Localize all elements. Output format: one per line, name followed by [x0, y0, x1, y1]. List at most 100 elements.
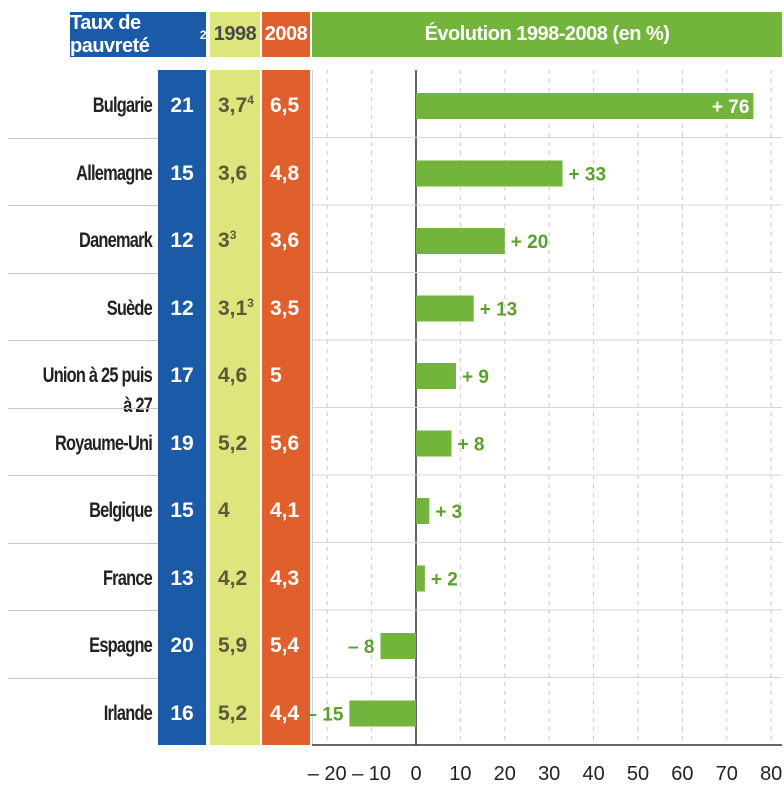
x-tick-label: 80	[760, 763, 782, 785]
x-tick-label: – 10	[352, 763, 391, 785]
bar	[416, 93, 754, 119]
x-tick-label: 70	[716, 763, 738, 785]
x-tick-label: 10	[449, 763, 471, 785]
bar-value-label: + 33	[569, 165, 607, 186]
value-1998: 3	[218, 229, 230, 252]
value-2008: 4,4	[270, 701, 300, 725]
taux-value: 15	[170, 161, 194, 185]
value-2008: 6,5	[270, 94, 300, 117]
row-separator	[8, 677, 158, 679]
value-1998-cell: 33	[210, 226, 260, 256]
bar	[416, 363, 456, 389]
value-1998-cell: 3,13	[210, 294, 260, 324]
value-1998-footnote: 3	[247, 295, 254, 310]
bar	[416, 160, 563, 187]
row-separator	[8, 475, 158, 476]
value-1998-footnote: 3	[229, 228, 237, 242]
value-2008: 3,5	[270, 296, 300, 320]
bar-value-label: + 3	[435, 502, 462, 523]
taux-value: 15	[170, 499, 194, 522]
value-2008: 4,3	[270, 566, 300, 590]
row-separator	[8, 610, 158, 611]
bar	[416, 295, 474, 322]
country-label: Royaume-Uni	[54, 431, 153, 455]
value-1998: 3,7	[218, 94, 248, 117]
value-1998: 4,2	[218, 566, 248, 590]
value-2008: 4,1	[270, 499, 300, 522]
country-label: Suède	[106, 296, 153, 320]
year-2008-column	[262, 70, 310, 745]
bar	[416, 565, 425, 592]
value-1998: 4,6	[218, 364, 248, 387]
x-tick-label: 50	[627, 763, 649, 785]
bar-value-label: + 13	[480, 300, 518, 321]
value-1998: 3,6	[218, 161, 248, 185]
country-label: France	[102, 566, 153, 590]
value-1998-cell: 3,6	[210, 159, 260, 189]
header-evolution: Évolution 1998-2008 (en %)	[312, 12, 782, 57]
value-1998-cell: 4,2	[210, 564, 260, 594]
taux-value: 16	[170, 701, 194, 725]
value-2008: 5	[270, 364, 282, 387]
value-1998: 4	[218, 499, 230, 522]
value-1998-cell: 5,9	[210, 631, 260, 661]
value-1998: 5,2	[218, 431, 248, 455]
taux-value: 17	[170, 364, 194, 387]
x-tick-label: 30	[538, 763, 560, 785]
header-1998: 1998	[210, 12, 260, 57]
value-1998: 5,9	[218, 634, 248, 657]
value-1998: 5,2	[218, 701, 248, 725]
country-label: Danemark	[79, 229, 153, 252]
country-label: Belgique	[89, 499, 153, 522]
bar-value-label: + 8	[458, 435, 485, 456]
country-label: Irlande	[103, 701, 153, 725]
value-1998-footnote: 4	[247, 93, 254, 107]
taux-value: 20	[170, 634, 194, 657]
taux-value: 13	[170, 566, 194, 590]
taux-value: 12	[170, 296, 194, 320]
x-tick-label: 20	[494, 763, 516, 785]
bar-value-label: + 76	[712, 97, 750, 118]
year-1998-column	[210, 70, 260, 745]
value-2008: 5,4	[270, 634, 300, 657]
bar-value-label: + 2	[431, 570, 458, 591]
x-tick-label: 60	[671, 763, 693, 785]
bar	[416, 430, 452, 457]
bar	[416, 228, 505, 254]
value-1998-cell: 5,2	[210, 699, 260, 729]
bar	[349, 700, 416, 727]
taux-value: 19	[170, 431, 194, 455]
value-2008: 3,6	[270, 229, 300, 252]
country-label: Allemagne	[76, 161, 153, 185]
bar-value-label: + 20	[511, 232, 549, 253]
row-separator	[8, 340, 158, 341]
taux-column	[158, 70, 206, 745]
value-1998-cell: 5,2	[210, 429, 260, 459]
row-separator	[8, 137, 158, 139]
value-2008: 4,8	[270, 161, 300, 185]
bar	[416, 498, 430, 524]
taux-value: 12	[170, 229, 194, 252]
value-1998-cell: 4	[210, 496, 260, 526]
value-1998-cell: 4,6	[210, 361, 260, 391]
row-separator	[8, 407, 158, 409]
country-label: Union à 25 puis à 27	[42, 364, 153, 417]
bar-value-label: + 9	[462, 367, 489, 388]
country-label: Bulgarie	[92, 94, 153, 117]
row-separator	[8, 272, 158, 274]
row-separator	[8, 542, 158, 544]
value-2008: 5,6	[270, 431, 300, 455]
x-tick-label: 0	[410, 763, 421, 785]
row-separator	[8, 205, 158, 206]
country-label: Espagne	[89, 634, 153, 657]
x-tick-label: – 20	[308, 763, 347, 785]
value-1998: 3,1	[218, 296, 248, 320]
x-tick-label: 40	[582, 763, 604, 785]
bar	[380, 633, 416, 659]
header-2008: 2008	[262, 12, 310, 57]
taux-value: 21	[170, 94, 194, 117]
header-taux-label: Taux de pauvreté	[70, 11, 150, 57]
bar-value-label: – 8	[348, 637, 374, 658]
